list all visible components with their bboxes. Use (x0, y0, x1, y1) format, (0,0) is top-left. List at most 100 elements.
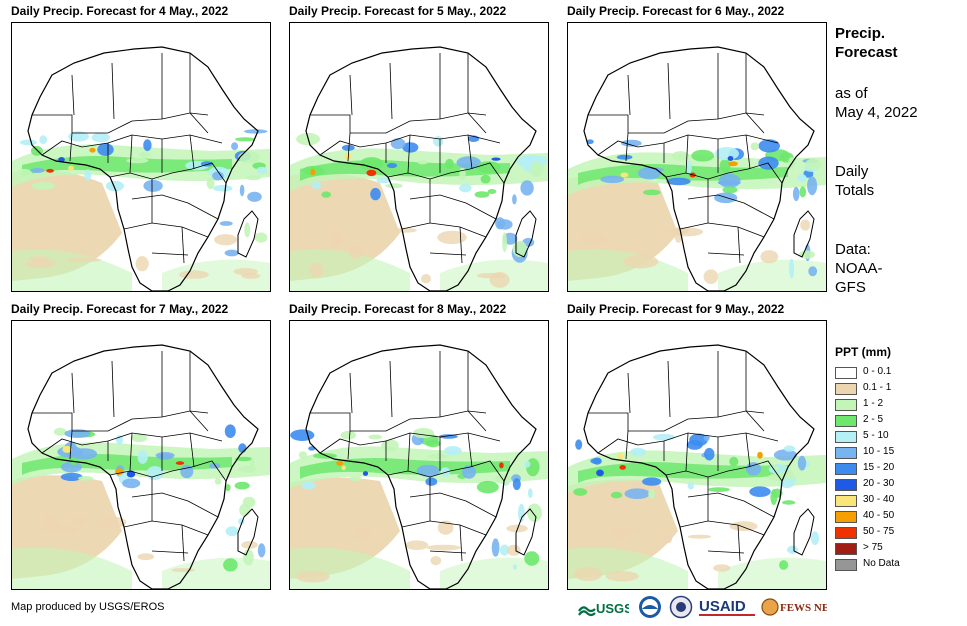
dry-patch (43, 513, 59, 529)
dry-patch (329, 230, 343, 247)
rain-cell (231, 142, 239, 151)
dry-patch (506, 544, 521, 556)
country-border (69, 430, 73, 460)
legend-swatch (835, 559, 857, 571)
legend-item: 20 - 30 (835, 477, 960, 493)
rain-cell (71, 448, 98, 460)
country-border (745, 53, 765, 134)
rain-cell (78, 476, 94, 481)
country-border (407, 432, 411, 472)
rain-cell (638, 166, 661, 180)
africa-outline (305, 46, 537, 291)
africa-outline (27, 46, 259, 291)
dry-patch (476, 272, 505, 279)
rain-cell (718, 173, 741, 188)
rain-cell (719, 159, 731, 172)
legend-label: 5 - 10 (863, 430, 889, 441)
rain-cell (773, 449, 798, 461)
legend-item: 15 - 20 (835, 461, 960, 477)
rain-cell (648, 488, 655, 500)
rain-cell (729, 456, 739, 467)
southern-ocean-band-east (440, 557, 548, 589)
madagascar-outline (793, 210, 815, 258)
rain-cell (600, 175, 625, 184)
rain-cell (797, 455, 807, 471)
legend-swatch (835, 399, 857, 411)
country-border (627, 74, 631, 116)
rain-cell (290, 429, 315, 441)
rain-cell (31, 181, 56, 190)
map-svg (568, 23, 826, 291)
country-border (71, 372, 75, 414)
rain-cell (39, 135, 48, 145)
rain-cell (459, 183, 472, 193)
legend-label: 2 - 5 (863, 414, 884, 425)
heavy-rain-cell (362, 471, 369, 476)
rain-cell (666, 177, 691, 186)
country-border (349, 372, 353, 414)
rain-cell (530, 161, 543, 177)
dry-patch (353, 526, 372, 541)
country-border (131, 492, 219, 518)
dry-patch (437, 230, 467, 245)
precip-map (567, 22, 827, 292)
legend-item: 5 - 10 (835, 429, 960, 445)
country-border (319, 134, 501, 156)
info-heading-line2: Forecast (835, 44, 898, 61)
heavy-rain-cell (491, 157, 501, 161)
legend-swatch (835, 367, 857, 379)
rain-cell (412, 428, 434, 439)
country-border (319, 432, 501, 454)
legend-item: No Data (835, 557, 960, 573)
rain-cell (224, 249, 239, 257)
rain-cell (427, 454, 449, 459)
southern-ocean-band-east (718, 259, 826, 291)
legend-swatch (835, 431, 857, 443)
country-border (685, 432, 689, 472)
country-border (189, 134, 195, 170)
southern-ocean-band (12, 547, 132, 589)
heavy-rain-cell (58, 157, 65, 163)
rain-cell (321, 191, 331, 198)
rain-cell (68, 131, 89, 142)
dry-patch (713, 564, 731, 572)
rain-cell (799, 250, 815, 259)
country-border (429, 550, 467, 554)
dry-patch (241, 541, 258, 549)
dry-patch (760, 250, 779, 264)
panel-title: Daily Precip. Forecast for 9 May., 2022 (567, 302, 785, 316)
info-data-line2: NOAA- (835, 260, 883, 277)
heavy-rain-cell (175, 461, 185, 465)
rain-cell (417, 160, 429, 165)
forecast-panel-day1: Daily Precip. Forecast for 4 May., 2022 (11, 4, 271, 292)
country-border (467, 351, 487, 432)
rain-cell (805, 158, 822, 170)
usgs-logo-text: USGS (596, 601, 629, 616)
rain-cell (445, 158, 454, 170)
dry-patch (25, 259, 56, 269)
rain-cell (691, 149, 715, 162)
country-border (347, 132, 351, 162)
rain-cell (243, 549, 254, 566)
legend-swatch (835, 463, 857, 475)
rain-cell (783, 445, 796, 452)
dry-patch (579, 231, 607, 246)
country-border (737, 226, 741, 264)
rain-cell (308, 446, 316, 451)
rain-cell (368, 434, 383, 440)
rain-cell (527, 503, 542, 522)
legend-swatch (835, 543, 857, 555)
legend-item: 0.1 - 1 (835, 381, 960, 397)
country-border (131, 194, 219, 220)
legend-item: 30 - 40 (835, 493, 960, 509)
rain-cell (340, 430, 357, 440)
rain-cell (590, 458, 601, 464)
africa-outline (583, 46, 815, 291)
dry-patch (421, 274, 431, 284)
country-border (407, 134, 411, 174)
country-border (41, 134, 223, 156)
africa-outline (27, 344, 259, 589)
rain-cell (610, 491, 623, 499)
panel-title: Daily Precip. Forecast for 5 May., 2022 (289, 4, 507, 18)
rain-cell (476, 480, 499, 494)
